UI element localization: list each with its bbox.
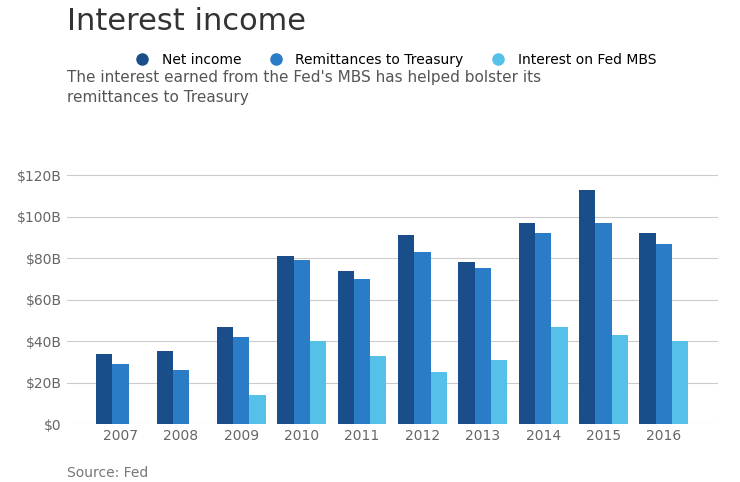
Bar (294, 260, 310, 424)
Legend: Net income, Remittances to Treasury, Interest on Fed MBS: Net income, Remittances to Treasury, Int… (126, 51, 659, 70)
Bar (474, 268, 491, 424)
Bar (217, 327, 233, 424)
Bar (595, 223, 611, 424)
Text: Interest income: Interest income (67, 7, 306, 36)
Bar (656, 243, 672, 424)
Bar (249, 395, 266, 424)
Bar (398, 235, 414, 424)
Text: Source: Fed: Source: Fed (67, 466, 148, 480)
Bar (535, 233, 551, 424)
Bar (431, 372, 447, 424)
Bar (639, 233, 656, 424)
Bar (157, 351, 173, 424)
Bar (579, 189, 595, 424)
Bar (370, 356, 386, 424)
Bar (96, 354, 112, 424)
Bar (491, 360, 507, 424)
Bar (672, 341, 688, 424)
Bar (337, 270, 354, 424)
Bar (519, 223, 535, 424)
Bar (611, 335, 628, 424)
Bar (458, 262, 474, 424)
Bar (551, 327, 568, 424)
Bar (310, 341, 326, 424)
Bar (173, 370, 189, 424)
Text: The interest earned from the Fed's MBS has helped bolster its
remittances to Tre: The interest earned from the Fed's MBS h… (67, 70, 541, 105)
Bar (278, 256, 294, 424)
Bar (233, 337, 249, 424)
Bar (414, 252, 431, 424)
Bar (112, 364, 129, 424)
Bar (354, 279, 370, 424)
